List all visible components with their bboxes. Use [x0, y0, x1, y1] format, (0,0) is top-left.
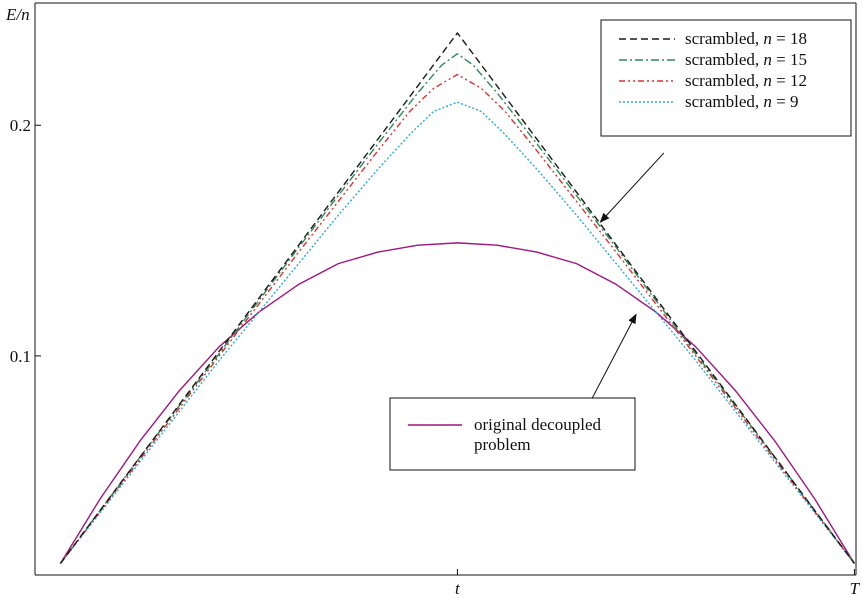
- legend-label-1: scrambled, n = 15: [685, 50, 807, 69]
- series-line-1: [59, 53, 855, 564]
- y-tick-label: 0.1: [10, 347, 31, 366]
- y-axis-label: E/n: [5, 5, 30, 24]
- x-tick-label: T: [850, 579, 861, 598]
- axis-ticks: 0.1 0.2 t T: [10, 116, 861, 598]
- annotation-arrow-0: [599, 152, 665, 223]
- legend-label-0: scrambled, n = 18: [685, 29, 807, 48]
- y-tick-label: 0.2: [10, 116, 31, 135]
- plot-frame: [34, 2, 857, 576]
- series-line-0: [59, 32, 855, 564]
- legend-scrambled: scrambled, n = 18 scrambled, n = 15 scramb…: [600, 19, 852, 137]
- legend-box-original: [389, 397, 636, 471]
- legend-label-4-line-0: original decoupled: [474, 415, 601, 434]
- legend-label-4-line-1: problem: [474, 435, 531, 454]
- annotation-arrows: [580, 152, 665, 421]
- series-line-4: [59, 242, 856, 564]
- legend-label-3: scrambled, n = 9: [685, 92, 798, 111]
- series-line-2: [59, 73, 855, 564]
- x-tick-label: t: [455, 579, 461, 598]
- series-curves: [59, 32, 856, 564]
- legend-label-2: scrambled, n = 12: [685, 71, 807, 90]
- series-line-3: [59, 101, 855, 564]
